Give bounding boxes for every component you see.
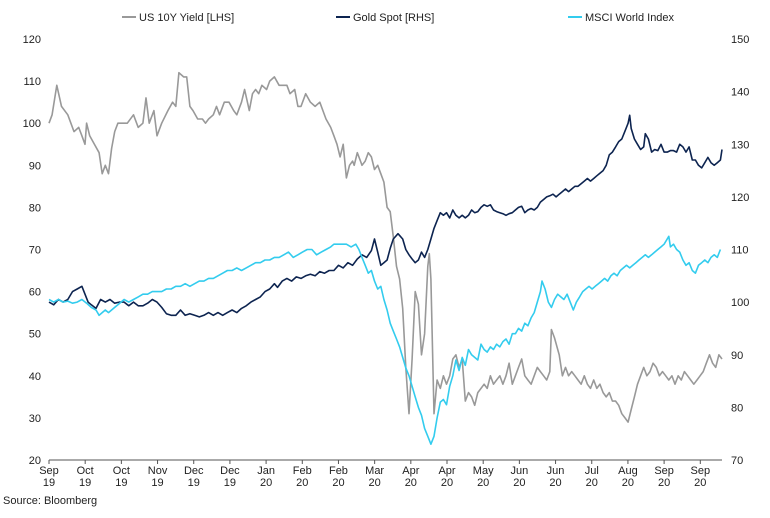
x-tick-month: Jul — [585, 465, 599, 477]
x-tick-year: 19 — [151, 477, 163, 489]
series-line-1 — [48, 114, 723, 318]
x-tick-month: Dec — [184, 465, 204, 477]
x-tick-year: 20 — [622, 477, 634, 489]
legend-label: Gold Spot [RHS] — [353, 12, 434, 24]
right-tick-label: 140 — [731, 87, 749, 99]
right-tick-label: 100 — [731, 297, 749, 309]
left-tick-label: 70 — [29, 245, 41, 257]
right-axis: 70 80 90 100 110 120 130 140 150 — [731, 34, 749, 467]
x-tick-year: 20 — [477, 477, 489, 489]
x-tick-year: 20 — [260, 477, 272, 489]
x-axis: Sep19Oct19Oct19Nov19Dec19Dec19Jan20Feb20… — [39, 460, 710, 489]
source-note: Source: Bloomberg — [3, 495, 98, 507]
left-tick-label: 120 — [23, 34, 41, 46]
x-tick-month: May — [473, 465, 494, 477]
series-line-0 — [48, 71, 723, 423]
legend-label: US 10Y Yield [LHS] — [139, 12, 234, 24]
x-tick-year: 20 — [441, 477, 453, 489]
x-tick-month: Sep — [39, 465, 59, 477]
x-tick-year: 20 — [694, 477, 706, 489]
right-tick-label: 80 — [731, 402, 743, 414]
x-tick-month: Oct — [113, 465, 130, 477]
x-tick-month: Aug — [618, 465, 638, 477]
left-tick-label: 110 — [23, 76, 41, 88]
x-tick-year: 19 — [43, 477, 55, 489]
x-tick-month: Sep — [654, 465, 674, 477]
x-tick-year: 19 — [115, 477, 127, 489]
x-tick-year: 20 — [332, 477, 344, 489]
x-tick-year: 20 — [513, 477, 525, 489]
legend: US 10Y Yield [LHS] Gold Spot [RHS] MSCI Wo… — [122, 12, 675, 24]
x-tick-year: 20 — [296, 477, 308, 489]
right-tick-label: 130 — [731, 139, 749, 151]
x-tick-year: 19 — [79, 477, 91, 489]
x-tick-year: 19 — [224, 477, 236, 489]
x-tick-month: Apr — [402, 465, 419, 477]
x-tick-month: Sep — [691, 465, 711, 477]
right-tick-label: 110 — [731, 245, 749, 257]
right-tick-label: 70 — [731, 455, 743, 467]
x-tick-month: Oct — [77, 465, 94, 477]
x-tick-month: Mar — [365, 465, 384, 477]
x-tick-year: 20 — [369, 477, 381, 489]
x-tick-year: 20 — [405, 477, 417, 489]
right-tick-label: 120 — [731, 192, 749, 204]
left-tick-label: 40 — [29, 371, 41, 383]
x-tick-month: Nov — [148, 465, 168, 477]
left-tick-label: 50 — [29, 329, 41, 341]
x-tick-month: Apr — [438, 465, 455, 477]
x-tick-month: Jun — [547, 465, 565, 477]
x-tick-year: 20 — [658, 477, 670, 489]
x-tick-year: 19 — [188, 477, 200, 489]
x-tick-month: Jan — [257, 465, 275, 477]
x-tick-month: Jun — [511, 465, 529, 477]
x-tick-year: 20 — [586, 477, 598, 489]
left-tick-label: 60 — [29, 287, 41, 299]
series-group — [48, 71, 723, 446]
x-tick-month: Dec — [220, 465, 240, 477]
left-tick-label: 90 — [29, 160, 41, 172]
x-tick-month: Feb — [329, 465, 348, 477]
left-tick-label: 100 — [23, 118, 41, 130]
right-tick-label: 90 — [731, 350, 743, 362]
left-axis: 20 30 40 50 60 70 80 90 100 110 120 — [23, 34, 41, 467]
legend-label: MSCI World Index — [585, 12, 675, 24]
right-tick-label: 150 — [731, 34, 749, 46]
left-tick-label: 80 — [29, 202, 41, 214]
series-line-2 — [48, 235, 722, 446]
left-tick-label: 30 — [29, 413, 41, 425]
x-tick-year: 20 — [549, 477, 561, 489]
x-tick-month: Feb — [293, 465, 312, 477]
left-tick-label: 20 — [29, 455, 41, 467]
